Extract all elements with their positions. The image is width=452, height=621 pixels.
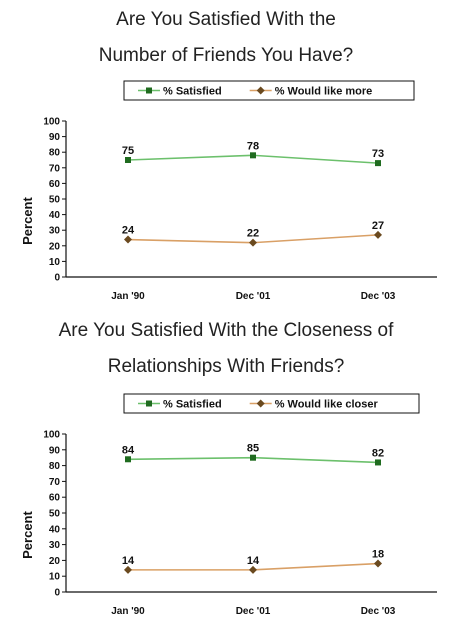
chart2-point-1-1 xyxy=(249,565,257,574)
chart1-legend-label-1: % Would like more xyxy=(275,86,373,98)
chart2-ytick-label-3: 30 xyxy=(49,540,61,551)
chart2-x-tick-label-1: Dec '01 xyxy=(236,606,271,617)
chart2-x-tick-label-2: Dec '03 xyxy=(361,606,396,617)
chart2-title-line2: Relationships With Friends? xyxy=(107,356,345,377)
chart2-ytick-label-6: 60 xyxy=(49,493,61,504)
chart2-x-tick-label-0: Jan '90 xyxy=(111,606,145,617)
chart2-ytick-label-0: 0 xyxy=(54,588,60,599)
chart2-legend-marker-0 xyxy=(146,400,152,407)
chart1-point-1-1 xyxy=(249,238,257,247)
chart2-ytick-label-4: 40 xyxy=(49,524,61,535)
chart2-title-line1: Are You Satisfied With the Closeness of xyxy=(58,320,394,341)
chart1-title-line1: Are You Satisfied With the xyxy=(116,9,336,30)
chart2-point-0-0 xyxy=(125,456,131,463)
chart2-legend-marker-1 xyxy=(256,399,265,408)
chart1-ytick-label-2: 20 xyxy=(49,241,61,252)
chart2-ytick-label-1: 10 xyxy=(49,572,61,583)
chart1-title-line2: Number of Friends You Have? xyxy=(98,45,354,66)
chart1-x-tick-label-1: Dec '01 xyxy=(236,291,271,302)
chart1-data-label-1-0: 24 xyxy=(122,225,135,237)
chart1-data-label-0-2: 73 xyxy=(372,148,384,160)
chart1-legend-marker-1 xyxy=(256,86,265,95)
chart1-x-tick-label-0: Jan '90 xyxy=(111,291,145,302)
chart2-data-label-0-2: 82 xyxy=(372,447,384,459)
chart2-legend-label-1: % Would like closer xyxy=(275,399,379,411)
chart2-point-1-0 xyxy=(124,565,132,574)
chart2-data-label-0-1: 85 xyxy=(247,443,259,455)
chart1-ytick-label-5: 50 xyxy=(49,195,61,206)
chart2-data-label-1-2: 18 xyxy=(372,549,384,561)
chart1-data-label-1-2: 27 xyxy=(372,220,384,232)
chart1-ytick-label-10: 100 xyxy=(43,117,60,128)
chart2-point-0-2 xyxy=(375,459,381,466)
chart1-legend-label-0: % Satisfied xyxy=(163,86,222,98)
chart1-ytick-label-1: 10 xyxy=(49,257,61,268)
chart1-point-1-0 xyxy=(124,235,132,244)
chart2-legend-label-0: % Satisfied xyxy=(163,399,222,411)
chart1-data-label-1-1: 22 xyxy=(247,228,259,240)
chart2-y-axis-label: Percent xyxy=(20,510,35,558)
chart1-ytick-label-9: 90 xyxy=(49,132,61,143)
chart1-ytick-label-8: 80 xyxy=(49,148,61,159)
chart1-legend-marker-0 xyxy=(146,87,152,94)
chart1-ytick-label-3: 30 xyxy=(49,226,61,237)
chart2-point-0-1 xyxy=(250,454,256,461)
chart1-ytick-label-6: 60 xyxy=(49,179,61,190)
chart1-data-label-0-1: 78 xyxy=(247,140,259,152)
chart1-x-tick-label-2: Dec '03 xyxy=(361,291,396,302)
chart1-data-label-0-0: 75 xyxy=(122,145,134,157)
chart2-ytick-label-5: 50 xyxy=(49,509,61,520)
chart2-point-1-2 xyxy=(374,559,382,568)
chart2-ytick-label-7: 70 xyxy=(49,477,61,488)
chart1-point-0-0 xyxy=(125,157,131,163)
chart1-point-0-2 xyxy=(375,160,381,167)
chart1-ytick-label-7: 70 xyxy=(49,163,61,174)
chart1-ytick-label-0: 0 xyxy=(54,273,60,284)
chart2-ytick-label-10: 100 xyxy=(43,430,60,441)
chart2-ytick-label-8: 80 xyxy=(49,461,61,472)
chart2-ytick-label-9: 90 xyxy=(49,445,61,456)
chart2-data-label-0-0: 84 xyxy=(122,444,135,456)
chart2-data-label-1-1: 14 xyxy=(247,555,260,567)
chart2-ytick-label-2: 20 xyxy=(49,556,61,567)
chart2-data-label-1-0: 14 xyxy=(122,555,135,567)
chart1-point-1-2 xyxy=(374,230,382,239)
chart1-ytick-label-4: 40 xyxy=(49,210,61,221)
chart1-point-0-1 xyxy=(250,152,256,159)
chart1-y-axis-label: Percent xyxy=(20,196,35,244)
